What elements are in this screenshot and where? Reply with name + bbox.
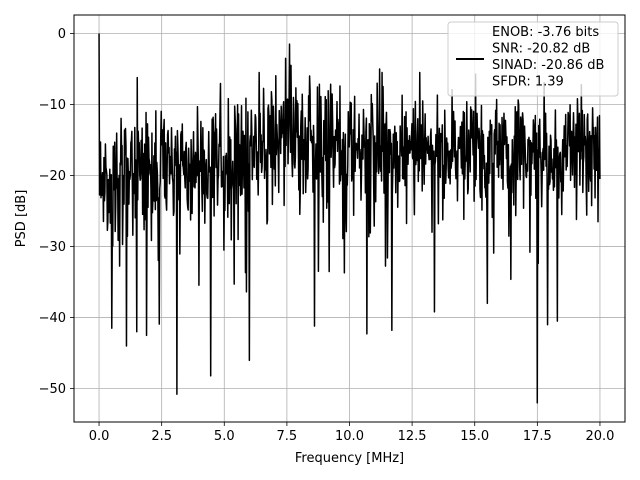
y-tick-label: −30	[39, 240, 66, 255]
x-axis-label: Frequency [MHz]	[295, 451, 404, 466]
x-tick-label: 0.0	[89, 429, 110, 444]
legend-entry-line: SINAD: -20.86 dB	[492, 58, 604, 73]
x-tick-label: 15.0	[460, 429, 489, 444]
ticks: 0.0 2.5 5.0 7.5 10.0 12.5 15.0 17.5 20.0 0 −10 −20 −…	[39, 27, 615, 444]
series-layer	[98, 33, 601, 404]
legend-entry-line: SNR: -20.82 dB	[492, 42, 590, 57]
x-tick-label: 17.5	[523, 429, 552, 444]
x-tick-label: 5.0	[214, 429, 235, 444]
legend-entry-line: ENOB: -3.76 bits	[492, 25, 599, 40]
series-line	[98, 33, 601, 404]
x-tick-label: 12.5	[398, 429, 427, 444]
x-tick-label: 7.5	[277, 429, 298, 444]
y-tick-label: −20	[39, 169, 66, 184]
y-tick-label: −40	[39, 311, 66, 326]
x-tick-label: 10.0	[335, 429, 364, 444]
y-tick-label: 0	[58, 27, 66, 42]
x-tick-label: 20.0	[585, 429, 614, 444]
y-axis-label: PSD [dB]	[14, 190, 29, 248]
legend-box	[447, 21, 619, 97]
legend-entry-line: SFDR: 1.39	[492, 75, 564, 90]
y-tick-label: −50	[39, 382, 66, 397]
y-tick-label: −10	[39, 98, 66, 113]
x-tick-label: 2.5	[151, 429, 172, 444]
